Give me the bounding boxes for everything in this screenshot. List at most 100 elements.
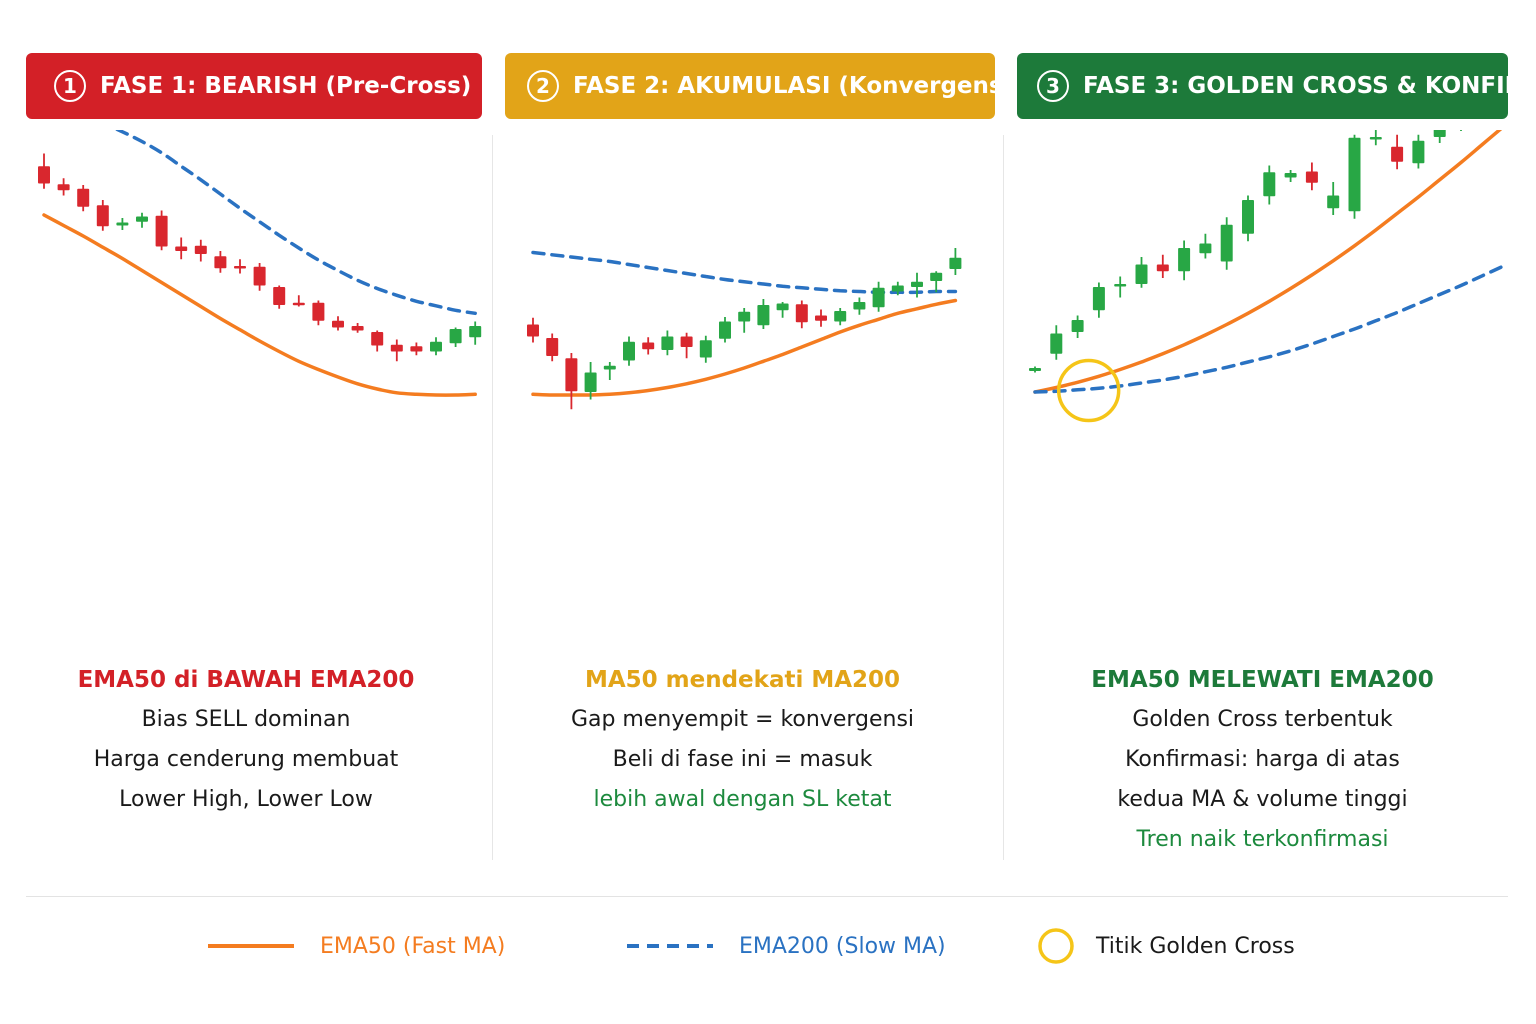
bullish-candle-body xyxy=(834,311,847,322)
candle xyxy=(1391,134,1404,170)
candle xyxy=(853,297,866,315)
bullish-candle-body xyxy=(469,326,482,338)
candle xyxy=(1092,282,1105,318)
bearish-candle-body xyxy=(96,205,109,227)
bearish-candle-body xyxy=(351,326,364,331)
ema50-solid-line-icon xyxy=(208,944,294,948)
phase-3-text: EMA50 MELEWATI EMA200 Golden Cross terbe… xyxy=(1040,660,1485,860)
candle xyxy=(1369,130,1382,146)
candle xyxy=(719,317,731,343)
bullish-candle-body xyxy=(136,216,148,222)
series-line-ema50 xyxy=(42,213,477,397)
candle xyxy=(38,153,50,189)
phase-3-line-3: kedua MA & volume tinggi xyxy=(1117,787,1408,812)
candle xyxy=(1199,233,1212,259)
candle xyxy=(332,316,344,331)
bearish-candle-body xyxy=(77,188,90,207)
phase-divider-1 xyxy=(492,135,493,860)
phase-3-highlight: Tren naik terkonfirmasi xyxy=(1136,827,1389,852)
bullish-candle-body xyxy=(872,287,885,308)
candle xyxy=(253,263,266,291)
bearish-candle-body xyxy=(390,344,403,352)
candle xyxy=(351,323,364,333)
candle xyxy=(136,212,148,228)
candle xyxy=(77,185,90,212)
bearish-candle-body xyxy=(1156,264,1169,272)
bearish-candle-body xyxy=(527,324,539,337)
bearish-candle-body xyxy=(292,302,305,306)
bearish-candle-body xyxy=(1391,146,1404,162)
ema200-dashed-line-icon xyxy=(627,944,713,948)
legend-ema50: EMA50 (Fast MA) xyxy=(208,918,505,974)
candle xyxy=(1348,134,1361,219)
phase-1-header: 1 FASE 1: BEARISH (Pre-Cross) xyxy=(26,53,482,119)
candle xyxy=(430,337,442,356)
phase-3-header: 3 FASE 3: GOLDEN CROSS & KONFIRMA xyxy=(1017,53,1508,119)
bullish-candle-body xyxy=(449,329,462,344)
bullish-candle-body xyxy=(623,341,635,361)
bullish-candle-body xyxy=(1263,172,1276,197)
candle xyxy=(1071,315,1084,338)
candle xyxy=(1305,162,1318,191)
bullish-candle-body xyxy=(1284,173,1297,178)
bullish-candle-body xyxy=(738,311,751,322)
candle xyxy=(757,299,770,329)
candle xyxy=(565,353,578,410)
phase-2-highlight: lebih awal dengan SL ketat xyxy=(593,787,892,812)
bullish-candle-body xyxy=(1178,248,1191,272)
bullish-candle-body xyxy=(1327,195,1340,209)
candle xyxy=(680,332,693,359)
bullish-candle-body xyxy=(1050,333,1063,354)
candle xyxy=(390,339,403,362)
candle xyxy=(776,302,789,318)
candle xyxy=(603,362,616,380)
bullish-candle-body xyxy=(430,341,442,352)
candle xyxy=(292,295,305,307)
candle xyxy=(584,362,597,400)
bearish-candle-body xyxy=(57,184,70,191)
phase-1-line-1: Bias SELL dominan xyxy=(141,707,351,732)
series-line-ema200 xyxy=(114,130,477,316)
bullish-candle-body xyxy=(776,303,789,311)
bullish-candle-body xyxy=(1092,287,1105,311)
candle xyxy=(1050,325,1063,360)
bearish-candle-body xyxy=(815,315,827,321)
candle xyxy=(949,248,962,275)
phase-2-line-1: Gap menyempit = konvergensi xyxy=(570,707,915,732)
phase-3-line-2: Konfirmasi: harga di atas xyxy=(1125,747,1400,772)
bullish-candle-body xyxy=(719,321,731,339)
phase-1-text: EMA50 di BAWAH EMA200 Bias SELL dominan … xyxy=(26,660,466,820)
candle xyxy=(57,178,70,196)
candle xyxy=(155,210,168,251)
candle xyxy=(273,285,286,309)
phase-2-header-label: FASE 2: AKUMULASI (Konvergensi) xyxy=(573,73,995,99)
candle xyxy=(546,333,559,362)
golden-cross-circle-icon xyxy=(1038,928,1074,964)
candle xyxy=(699,335,712,363)
phase-1-line-3: Lower High, Lower Low xyxy=(119,787,373,812)
legend-golden-cross: Titik Golden Cross xyxy=(1036,918,1295,974)
phase-2-line-2: Beli di fase ini = masuk xyxy=(612,747,873,772)
bullish-candle-body xyxy=(911,281,923,287)
candle xyxy=(872,281,885,312)
phase-2-title: MA50 mendekati MA200 xyxy=(584,667,901,693)
bearish-candle-body xyxy=(795,304,808,323)
bearish-candle-body xyxy=(214,256,227,269)
bearish-candle-body xyxy=(332,320,344,328)
candle xyxy=(194,239,207,262)
bullish-candle-body xyxy=(1029,368,1041,371)
bullish-candle-body xyxy=(699,340,712,358)
phase-1-title: EMA50 di BAWAH EMA200 xyxy=(77,667,415,693)
candle xyxy=(312,300,325,326)
phase-2-number: 2 xyxy=(527,70,559,102)
bullish-candle-body xyxy=(853,302,866,310)
series-line-ema200 xyxy=(1033,264,1506,394)
candle xyxy=(911,272,923,298)
bearish-candle-body xyxy=(546,338,559,356)
candle xyxy=(469,321,482,345)
bullish-candle-body xyxy=(1220,224,1233,262)
candle xyxy=(1412,134,1425,169)
golden-cross-marker xyxy=(1056,358,1121,423)
candle xyxy=(175,237,188,260)
candle xyxy=(1263,165,1276,205)
